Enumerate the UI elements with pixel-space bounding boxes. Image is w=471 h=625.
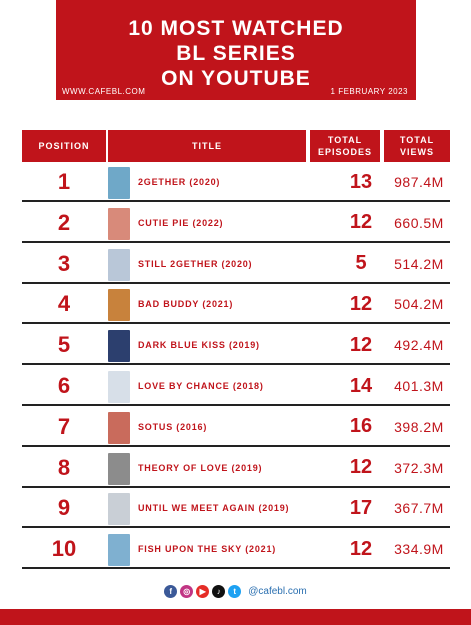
column-header-title: TITLE (108, 130, 306, 162)
table-row: 2 CUTIE PIE (2022) 12 660.5M (22, 205, 450, 243)
series-poster (108, 411, 130, 444)
row-divider (22, 200, 450, 202)
series-poster (108, 534, 130, 567)
row-divider (22, 567, 450, 570)
column-header-views: TOTAL VIEWS (384, 130, 450, 162)
row-views: 372.3M (394, 459, 444, 476)
row-episodes: 13 (349, 170, 373, 193)
row-position: 9 (57, 495, 71, 521)
instagram-icon[interactable]: ◎ (180, 584, 194, 598)
row-views: 987.4M (394, 174, 444, 190)
column-header-position: POSITION (22, 130, 106, 162)
row-episodes: 5 (355, 252, 367, 275)
row-divider (22, 526, 450, 529)
row-views: 401.3M (394, 378, 444, 394)
series-poster (108, 452, 130, 485)
row-views: 504.2M (394, 296, 444, 313)
row-views: 367.7M (394, 500, 444, 517)
series-poster (108, 371, 130, 403)
row-position: 1 (57, 169, 71, 194)
row-title: DARK BLUE KISS (2019) (138, 340, 260, 351)
table-row: 9 UNTIL WE MEET AGAIN (2019) 17 367.7M (22, 490, 450, 529)
social-links: f ◎ ▶ ♪ t @cafebl.com (0, 583, 471, 599)
row-views: 398.2M (394, 418, 444, 435)
table-row: 10 FISH UPON THE SKY (2021) 12 334.9M (22, 531, 450, 570)
footer-bar (0, 609, 471, 625)
row-title: THEORY OF LOVE (2019) (138, 462, 263, 473)
row-divider (22, 363, 450, 366)
row-position: 10 (51, 536, 77, 562)
row-episodes: 17 (349, 496, 373, 519)
series-poster (108, 207, 130, 240)
table-row: 7 SOTUS (2016) 16 398.2M (22, 409, 450, 447)
publish-date: 1 FEBRUARY 2023 (330, 87, 408, 96)
row-episodes: 12 (349, 211, 373, 234)
social-handle[interactable]: @cafebl.com (248, 585, 307, 597)
row-title: BAD BUDDY (2021) (138, 299, 234, 310)
site-url: WWW.CAFEBL.COM (62, 87, 146, 96)
table-row: 3 STILL 2GETHER (2020) 5 514.2M (22, 246, 450, 284)
series-poster (108, 330, 130, 363)
row-episodes: 12 (349, 456, 373, 479)
table-row: 5 DARK BLUE KISS (2019) 12 492.4M (22, 327, 450, 366)
table-row: 1 2GETHER (2020) 13 987.4M (22, 164, 450, 202)
row-title: CUTIE PIE (2022) (138, 217, 224, 228)
row-episodes: 12 (349, 333, 373, 356)
row-divider (22, 404, 450, 406)
tiktok-icon[interactable]: ♪ (212, 584, 226, 598)
row-views: 492.4M (394, 337, 444, 354)
row-position: 2 (57, 209, 71, 235)
row-episodes: 14 (349, 374, 373, 397)
row-position: 5 (57, 332, 71, 358)
row-title: LOVE BY CHANCE (2018) (138, 381, 264, 391)
row-position: 3 (57, 250, 71, 276)
row-position: 6 (57, 373, 71, 398)
row-title: UNTIL WE MEET AGAIN (2019) (138, 503, 290, 514)
row-title: SOTUS (2016) (138, 421, 208, 432)
series-poster (108, 167, 130, 199)
series-poster (108, 493, 130, 526)
row-position: 8 (57, 454, 71, 480)
row-title: 2GETHER (2020) (138, 177, 221, 187)
page-title: 10 MOST WATCHED BL SERIES ON YOUTUBE (128, 17, 344, 90)
title-banner: 10 MOST WATCHED BL SERIES ON YOUTUBE WWW… (56, 0, 416, 100)
row-episodes: 12 (349, 537, 373, 560)
row-divider (22, 240, 450, 243)
table-row: 4 BAD BUDDY (2021) 12 504.2M (22, 286, 450, 325)
facebook-icon[interactable]: f (164, 584, 178, 598)
row-title: STILL 2GETHER (2020) (138, 258, 253, 269)
row-episodes: 12 (349, 292, 373, 315)
row-title: FISH UPON THE SKY (2021) (138, 544, 277, 555)
row-divider (22, 322, 450, 325)
row-episodes: 16 (349, 415, 373, 438)
table-row: 8 THEORY OF LOVE (2019) 12 372.3M (22, 450, 450, 488)
row-divider (22, 485, 450, 488)
series-poster (108, 248, 130, 281)
row-views: 660.5M (394, 214, 444, 231)
row-position: 4 (57, 291, 71, 317)
column-header-episodes: TOTAL EPISODES (310, 130, 380, 162)
twitter-icon[interactable]: t (228, 584, 242, 598)
row-divider (22, 444, 450, 447)
youtube-icon[interactable]: ▶ (196, 584, 210, 598)
table-row: 6 LOVE BY CHANCE (2018) 14 401.3M (22, 368, 450, 406)
row-views: 514.2M (394, 255, 444, 272)
series-poster (108, 289, 130, 322)
row-views: 334.9M (394, 541, 444, 558)
row-position: 7 (57, 413, 71, 439)
row-divider (22, 281, 450, 284)
